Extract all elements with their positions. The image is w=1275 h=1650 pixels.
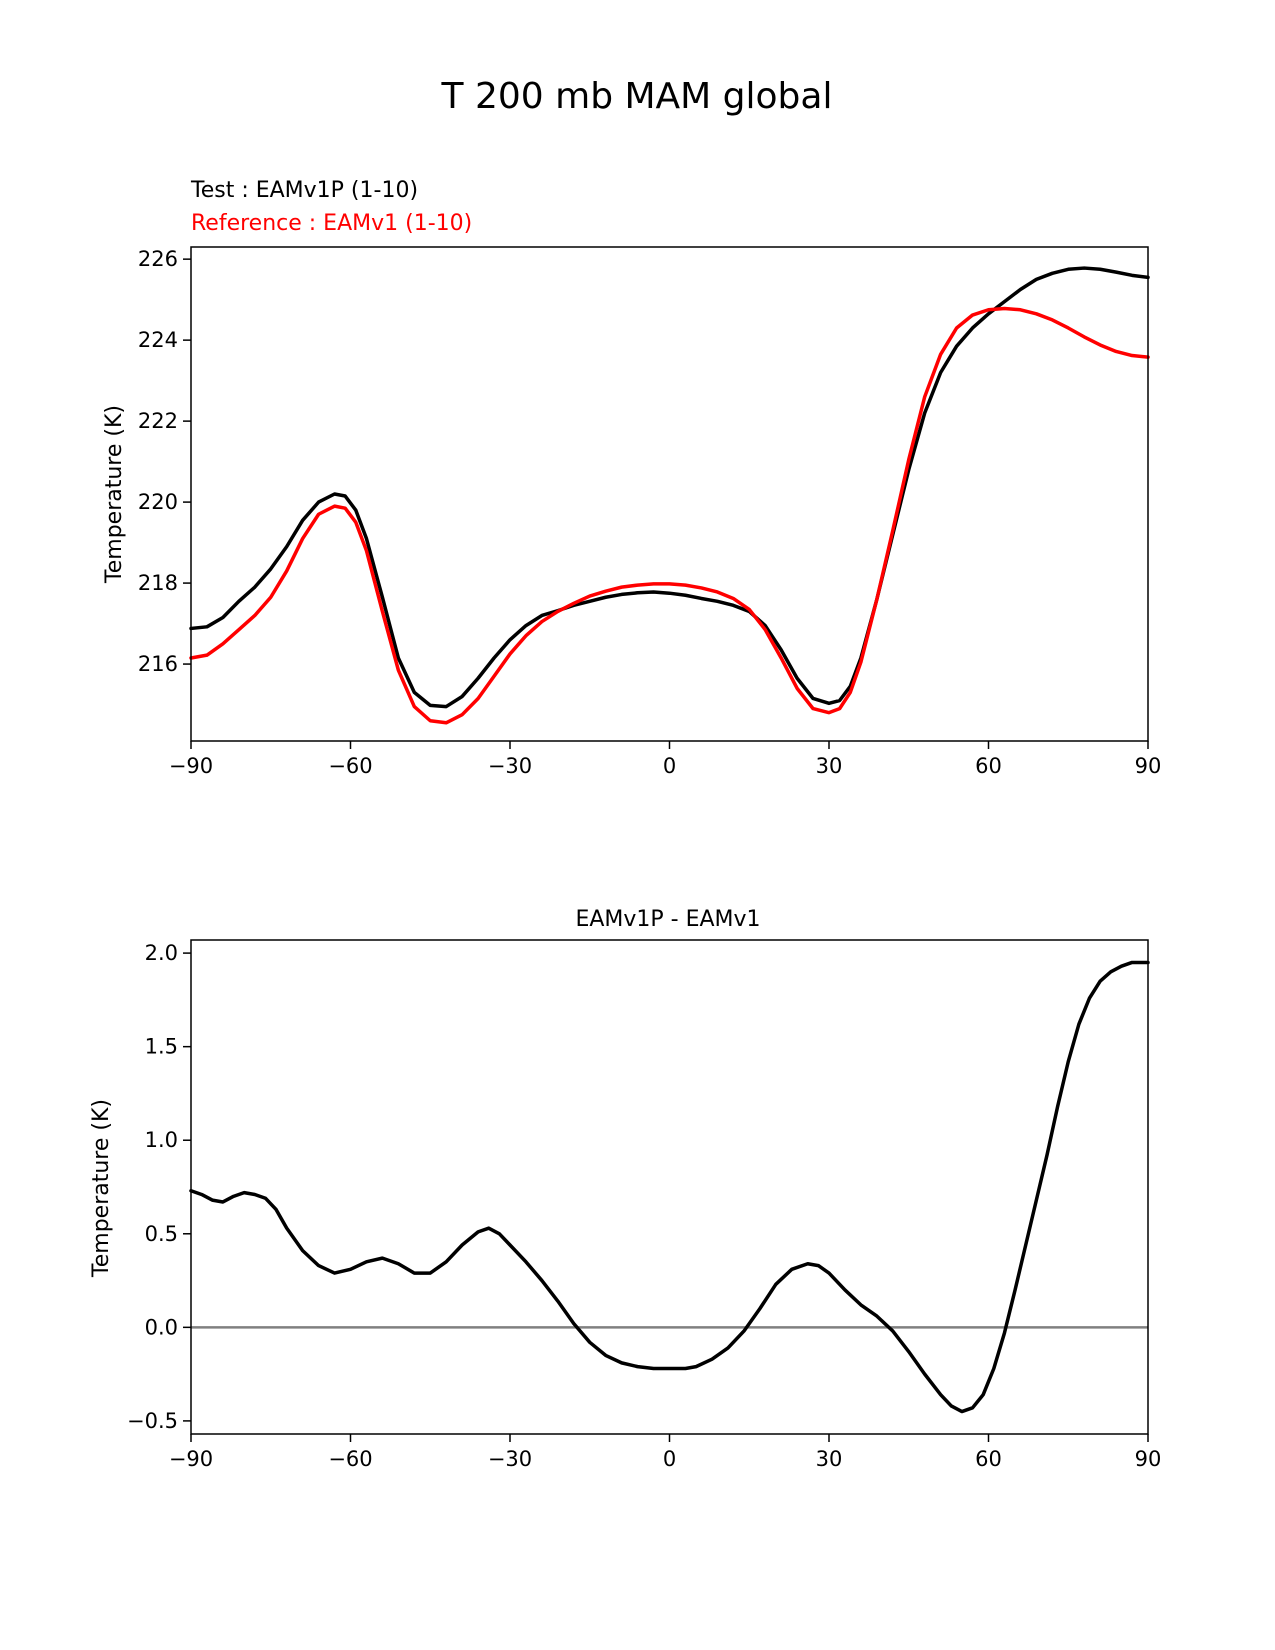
bottom-x-tick-label: 60 <box>975 1447 1002 1471</box>
bottom-x-tick-label: 30 <box>816 1447 843 1471</box>
bottom-y-axis-label: Temperature (K) <box>89 1099 114 1278</box>
bottom-y-tick-label: 1.0 <box>145 1128 178 1152</box>
bottom-plot-area: −90 −60 −30 0 30 60 90 −0.5 0.0 0.5 1.0 1.5 2.0 <box>127 939 1162 1471</box>
bottom-y-tick-label: 1.5 <box>145 1035 178 1059</box>
test-label: Test : EAMv1P (1-10) <box>190 178 418 203</box>
bottom-y-tick-label: 0.0 <box>145 1315 178 1339</box>
bottom-x-tick-label: −30 <box>488 1447 532 1471</box>
top-plot-area: −90 −60 −30 0 30 60 90 216 218 220 222 224 226 <box>138 246 1162 778</box>
bottom-axes-frame <box>190 939 1149 1435</box>
bottom-x-tick-label: −60 <box>328 1447 372 1471</box>
top-y-tick-label: 224 <box>138 328 178 352</box>
top-panel: Test : EAMv1P (1-10) Reference : EAMv1 (… <box>102 178 1161 778</box>
top-y-tick-label: 218 <box>138 571 178 595</box>
bottom-y-tick-label: 2.0 <box>145 941 178 965</box>
bottom-panel-title: EAMv1P - EAMv1 <box>575 907 760 932</box>
bottom-panel: EAMv1P - EAMv1 Temperature (K) −90 −60 −30… <box>89 907 1161 1471</box>
bottom-x-tick-label: 90 <box>1135 1447 1162 1471</box>
bottom-y-tick-label: 0.5 <box>145 1222 178 1246</box>
top-y-tick-label: 216 <box>138 652 178 676</box>
top-x-tick-label: 0 <box>663 754 676 778</box>
top-series-line-0 <box>189 266 1150 709</box>
top-x-tick-label: 30 <box>816 754 843 778</box>
bottom-series-line-0 <box>189 960 1150 1414</box>
bottom-x-tick-label: 0 <box>663 1447 676 1471</box>
top-x-tick-label: −30 <box>488 754 532 778</box>
top-y-tick-label: 226 <box>138 247 178 271</box>
top-series-line-1 <box>189 306 1150 725</box>
top-y-tick-label: 222 <box>138 409 178 433</box>
top-y-axis-label: Temperature (K) <box>102 405 127 584</box>
top-y-tick-label: 220 <box>138 490 178 514</box>
top-x-tick-label: 60 <box>975 754 1002 778</box>
bottom-y-tick-label: −0.5 <box>127 1409 178 1433</box>
top-x-tick-label: −60 <box>328 754 372 778</box>
top-x-tick-label: 90 <box>1135 754 1162 778</box>
bottom-x-tick-label: −90 <box>169 1447 213 1471</box>
top-x-tick-label: −90 <box>169 754 213 778</box>
figure-title: T 200 mb MAM global <box>441 76 833 117</box>
reference-label: Reference : EAMv1 (1-10) <box>191 211 472 236</box>
